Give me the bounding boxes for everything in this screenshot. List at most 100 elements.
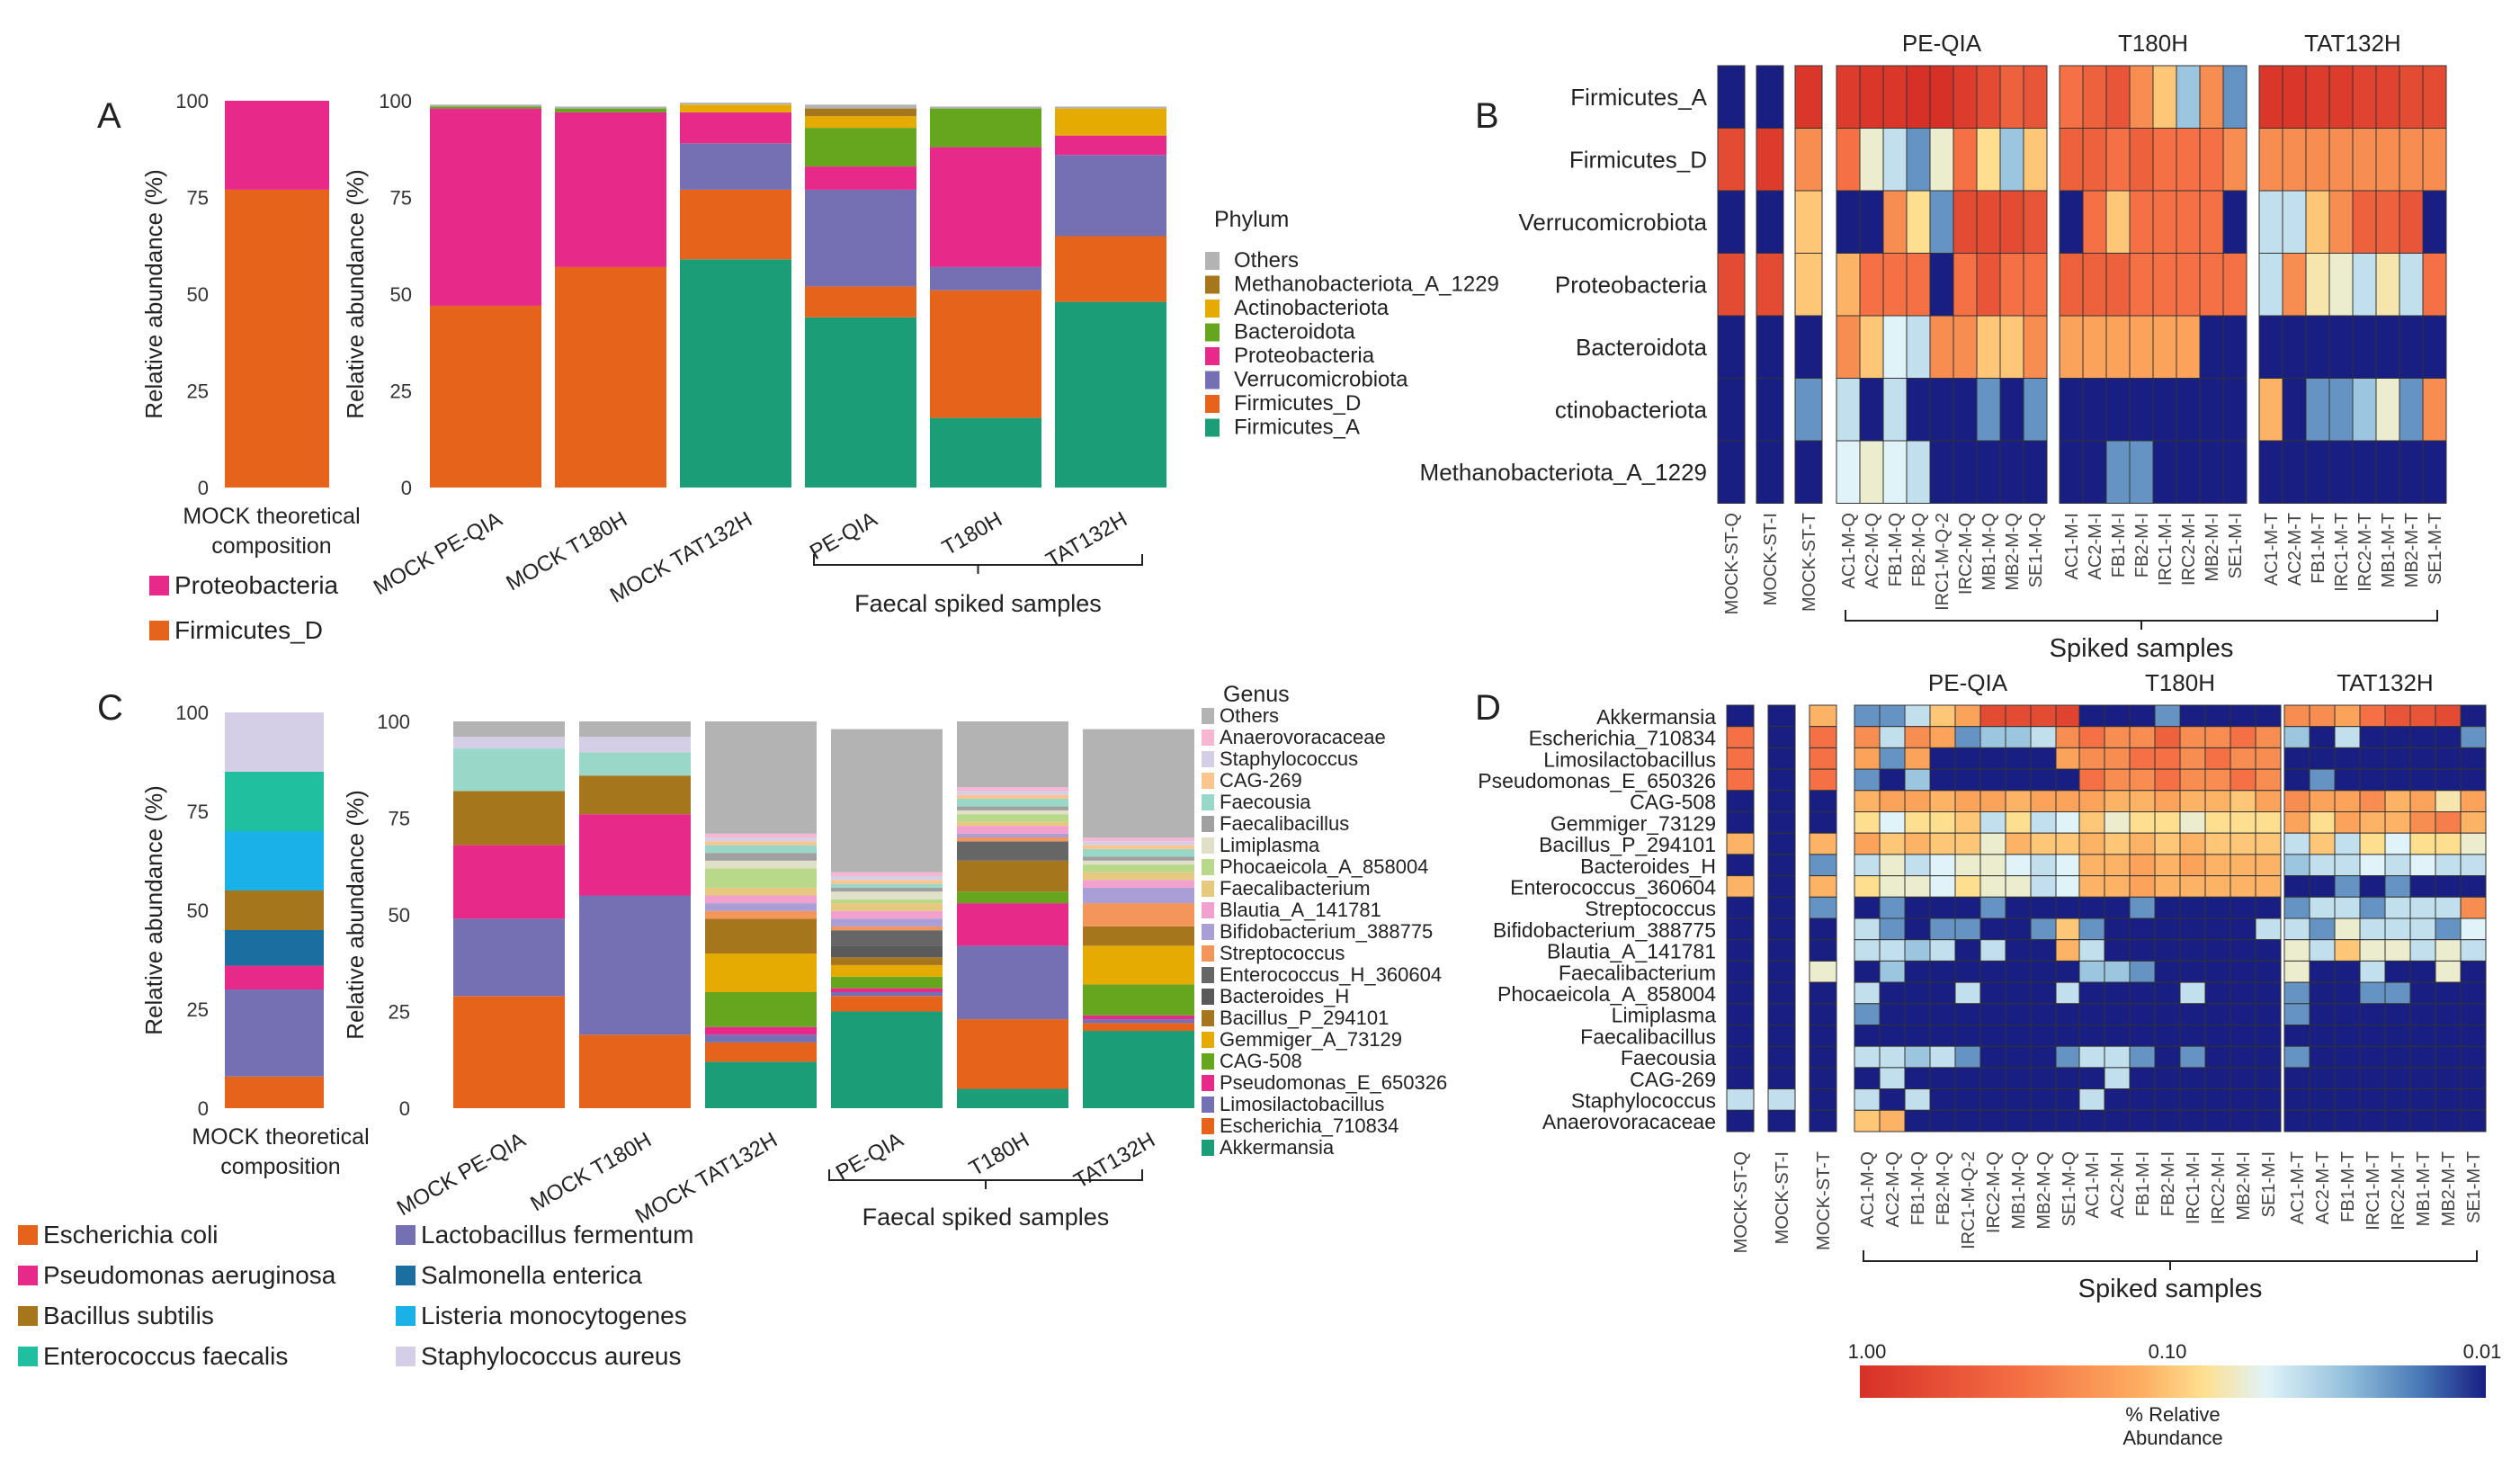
bar-segment-bacteroidota [555, 108, 666, 112]
heatmap-cell [2399, 65, 2424, 129]
row-label: Firmicutes_D [1569, 146, 1707, 173]
bar-segment-proteobacteria [1055, 135, 1166, 156]
bar-segment-bacteroidota [805, 128, 916, 167]
bar-segment-escherichia-710834 [1083, 1023, 1194, 1031]
legend-swatch-bacillus-p-294101 [1202, 1010, 1214, 1026]
column-label: MB1-M-T [2414, 1151, 2434, 1226]
heatmap-cell [2359, 960, 2386, 983]
x-group-label: Spiked samples [2078, 1275, 2263, 1303]
bar-segment-escherichia-710834 [705, 1042, 817, 1062]
heatmap-cell [2309, 981, 2336, 1005]
heatmap-cell [1879, 875, 1906, 898]
heatmap-cell [1879, 790, 1906, 812]
heatmap-cell [2204, 832, 2231, 855]
column-label: FB2-M-Q [1934, 1151, 1953, 1225]
heatmap-cell [2334, 832, 2361, 855]
y-tick-label: 25 [390, 380, 412, 403]
bar-segment-actinobacteriota [680, 104, 791, 112]
bar-segment-others [555, 106, 666, 109]
heatmap-cell [1954, 768, 1981, 792]
heatmap-cell [2384, 811, 2411, 834]
column-label: AC2-M-I [2086, 513, 2105, 579]
bar-segment-others [579, 721, 691, 738]
heatmap-cell [2309, 1003, 2336, 1026]
bar-segment-anaerovoracaceae [1083, 837, 1194, 842]
heatmap-cell [2179, 790, 2206, 812]
heatmap-cell [2005, 768, 2032, 792]
heatmap-cell [2230, 1003, 2256, 1026]
heatmap-cell [1954, 854, 1981, 877]
heatmap-cell [2154, 1088, 2181, 1111]
heatmap-cell [2283, 704, 2310, 728]
bar-segment-proteobacteria [430, 108, 541, 306]
heatmap-cell [2152, 253, 2177, 317]
heatmap-cell [2309, 939, 2336, 962]
heatmap-cell [2283, 896, 2310, 919]
heatmap-cell [2030, 768, 2057, 792]
bar-segment-streptococcus [957, 837, 1068, 842]
heatmap-cell [2154, 1067, 2181, 1090]
bar-segment-bifidobacterium-388775 [1083, 887, 1194, 904]
bar-segment-enterococcus-h-360604 [957, 841, 1068, 861]
heatmap-cell [1906, 65, 1931, 129]
legend-swatch-anaerovoracaceae [1202, 730, 1214, 746]
heatmap-cell [2460, 1109, 2487, 1132]
column-label: FB1-M-Q [1886, 513, 1906, 586]
heatmap-cell [2283, 1025, 2310, 1047]
heatmap-cell [2359, 896, 2386, 919]
heatmap-cell [1929, 726, 1956, 748]
heatmap-cell [2334, 790, 2361, 812]
heatmap-cell [2258, 190, 2283, 254]
heatmap-cell [2129, 1088, 2156, 1111]
heatmap-cell [2359, 918, 2386, 941]
heatmap-cell [2384, 790, 2411, 812]
heatmap-cell [2222, 440, 2247, 504]
heatmap-cell [2199, 253, 2224, 317]
bar-segment-faecousia [579, 752, 691, 776]
heatmap-cell [1726, 768, 1755, 792]
heatmap-cell [1929, 854, 1956, 877]
heatmap-cell [2152, 128, 2177, 192]
legend-swatch-others [1205, 252, 1220, 270]
group-label: TAT132H [2337, 669, 2433, 696]
x-tick-label: T180H [965, 1128, 1033, 1181]
heatmap-cell [2154, 981, 2181, 1005]
column-label: AC1-M-I [2062, 513, 2082, 579]
heatmap-cell [2309, 1045, 2336, 1069]
heatmap-cell [2460, 981, 2487, 1005]
bar-segment-escherichia-710834 [831, 996, 943, 1012]
heatmap-cell [2176, 65, 2201, 129]
heatmap-cell [2104, 1003, 2131, 1026]
heatmap-cell [2078, 1025, 2105, 1047]
column-label: FB1-M-T [2309, 513, 2328, 584]
heatmap-cell [1979, 790, 2006, 812]
heatmap-cell [1836, 65, 1861, 129]
heatmap-cell [2283, 981, 2310, 1005]
heatmap-cell [2305, 378, 2330, 442]
row-label: Gemmiger_73129 [1550, 811, 1716, 835]
heatmap-cell [2082, 253, 2107, 317]
bar-segment-bifidobacterium-388775 [831, 918, 943, 926]
heatmap-cell [1879, 768, 1906, 792]
heatmap-cell [2435, 811, 2462, 834]
heatmap-cell [2283, 1088, 2310, 1111]
heatmap-cell [1954, 918, 1981, 941]
heatmap-cell [1879, 747, 1906, 770]
column-label: MOCK-ST-Q [1722, 513, 1742, 614]
column-label: AC1-M-Q [1858, 1151, 1878, 1227]
heatmap-cell [2055, 1088, 2082, 1111]
legend-item-label: Salmonella enterica [421, 1261, 642, 1289]
column-label: IRC1-M-I [2184, 1151, 2203, 1224]
heatmap-cell [1954, 790, 1981, 812]
heatmap-cell [2154, 704, 2181, 728]
heatmap-cell [2129, 918, 2156, 941]
x-tick-label: PE-QIA [806, 507, 881, 565]
heatmap-cell [2030, 811, 2057, 834]
x-tick-label: composition [220, 1154, 340, 1179]
heatmap-cell [2305, 253, 2330, 317]
bar-segment-cag-508 [831, 976, 943, 989]
heatmap-cell [2104, 981, 2131, 1005]
heatmap-cell [2352, 65, 2377, 129]
heatmap-cell [2023, 315, 2048, 379]
heatmap-cell [1726, 981, 1755, 1005]
